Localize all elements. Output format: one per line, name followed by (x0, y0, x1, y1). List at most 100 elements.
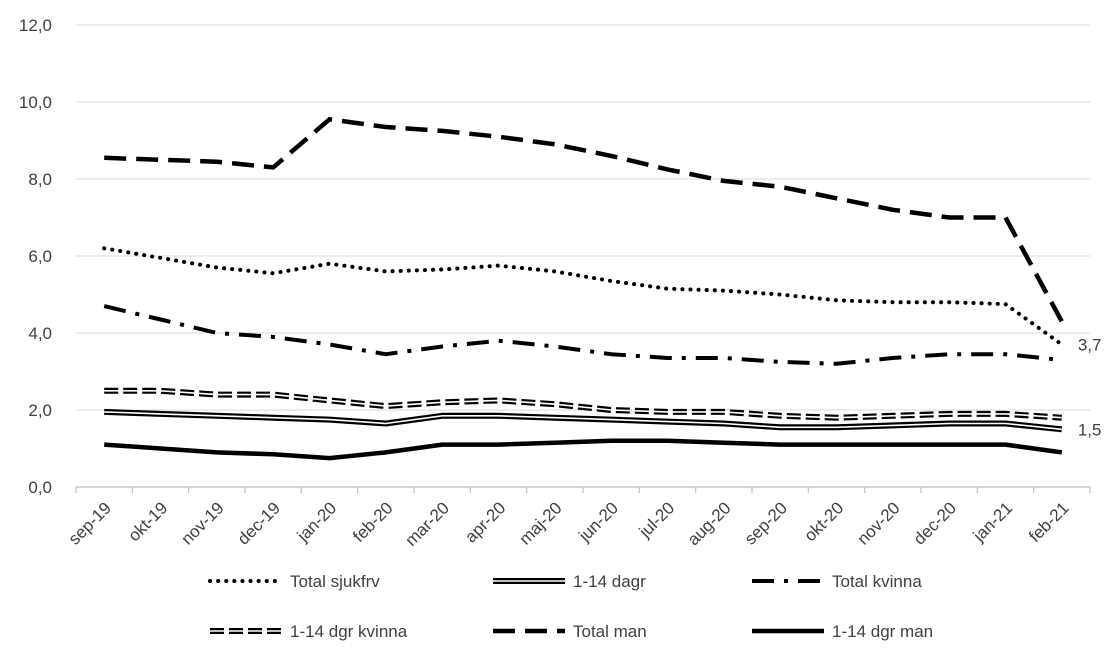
data-point (101, 155, 107, 161)
data-point (158, 411, 164, 417)
data-point (890, 442, 896, 448)
data-point (777, 292, 783, 298)
legend-label: Total man (573, 622, 647, 641)
data-point (552, 415, 558, 421)
data-point (214, 449, 220, 455)
data-point (327, 116, 333, 122)
x-tick-label: aug-20 (684, 498, 735, 549)
data-point (1003, 442, 1009, 448)
series-1-14-dagr (101, 408, 1065, 433)
data-point (834, 195, 840, 201)
x-tick-label: sep-20 (741, 498, 791, 548)
data-point (439, 128, 445, 134)
data-point (214, 392, 220, 398)
y-tick-label: 10,0 (19, 93, 52, 112)
legend-item: 1-14 dagr (493, 572, 646, 591)
x-tick-label: jan-20 (293, 498, 341, 546)
data-point (665, 438, 671, 444)
legend-item: 1-14 dgr kvinna (210, 622, 408, 641)
data-point (1059, 342, 1065, 348)
series-total-sjukfrv-line (102, 246, 1064, 347)
data-point (270, 270, 276, 276)
y-tick-label: 12,0 (19, 16, 52, 35)
y-tick-label: 0,0 (28, 478, 52, 497)
data-point (890, 422, 896, 428)
data-point (721, 178, 727, 184)
end-labels: 3,7 1,5 (1078, 336, 1102, 440)
data-point (327, 342, 333, 348)
data-point (1003, 301, 1009, 307)
data-point (214, 330, 220, 336)
x-tick-label: feb-21 (1025, 498, 1073, 546)
series-1-14-dgr-kvinna (104, 387, 1063, 421)
x-axis: sep-19 okt-19 nov-19 dec-19 jan-20 feb-20 mar-… (65, 486, 1091, 550)
data-point (777, 359, 783, 365)
data-point (1059, 318, 1065, 324)
data-point (383, 449, 389, 455)
data-point (890, 413, 896, 419)
series-total-kvinna-line (103, 304, 1063, 366)
data-point (270, 392, 276, 398)
data-point (496, 397, 502, 403)
data-point (608, 438, 614, 444)
legend-item: Total man (493, 622, 647, 641)
x-tick-label: apr-20 (461, 498, 509, 546)
data-point (158, 446, 164, 452)
data-point (665, 419, 671, 425)
data-point (1059, 426, 1065, 432)
x-tick-label: okt-19 (124, 498, 171, 545)
data-point (270, 164, 276, 170)
x-tick-label: jul-20 (635, 498, 679, 542)
data-point (496, 134, 502, 140)
legend-item: 1-14 dgr man (752, 622, 933, 641)
x-tick-label: nov-19 (177, 498, 227, 548)
legend-label: Total sjukfrv (290, 572, 380, 591)
data-point (552, 268, 558, 274)
data-point (270, 415, 276, 421)
series-1-14-dgr-kvinna-line-inner (104, 390, 1062, 419)
data-point (1003, 351, 1009, 357)
data-point (327, 261, 333, 267)
data-point (327, 417, 333, 423)
data-point (214, 413, 220, 419)
data-point (608, 351, 614, 357)
legend-label: Total kvinna (832, 572, 922, 591)
data-point (721, 355, 727, 361)
y-tick-label: 6,0 (28, 247, 52, 266)
data-point (946, 215, 952, 221)
data-point (214, 265, 220, 271)
data-point (327, 455, 333, 461)
data-point (721, 440, 727, 446)
data-point (608, 417, 614, 423)
x-tick-label: dec-19 (234, 498, 284, 548)
data-point (1059, 449, 1065, 455)
data-point (552, 343, 558, 349)
data-point (496, 263, 502, 269)
data-point (101, 409, 107, 415)
data-point (158, 157, 164, 163)
series-total-man (101, 116, 1065, 324)
data-point (834, 415, 840, 421)
data-point (890, 299, 896, 305)
x-tick-label: maj-20 (515, 498, 565, 548)
data-point (327, 397, 333, 403)
data-point (946, 351, 952, 357)
data-point (608, 153, 614, 159)
data-point (721, 288, 727, 294)
data-point (665, 409, 671, 415)
data-point (665, 286, 671, 292)
data-point (721, 409, 727, 415)
data-point (101, 245, 107, 251)
data-point (439, 343, 445, 349)
x-tick-label: sep-19 (65, 498, 115, 548)
data-point (439, 442, 445, 448)
series-lines (101, 116, 1065, 461)
data-point (608, 278, 614, 284)
data-label: 1,5 (1078, 420, 1102, 439)
data-point (665, 355, 671, 361)
y-tick-label: 8,0 (28, 170, 52, 189)
legend-item: Total sjukfrv (208, 572, 380, 591)
data-point (1003, 411, 1009, 417)
data-point (101, 303, 107, 309)
